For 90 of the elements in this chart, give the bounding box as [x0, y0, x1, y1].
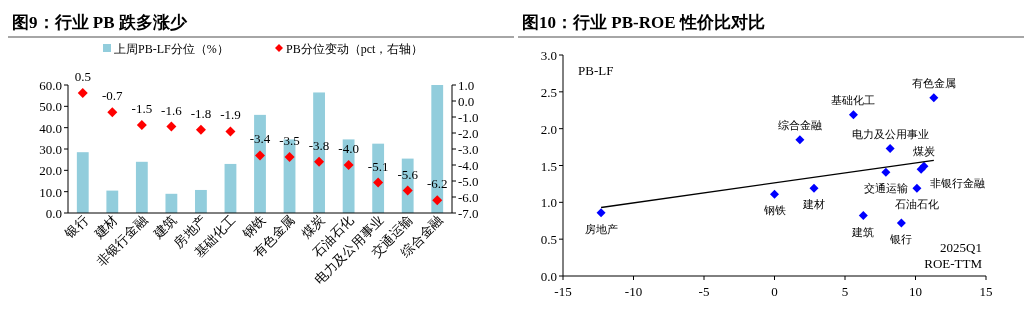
- x-tick-label: 0: [771, 284, 778, 299]
- y-tick-label: 60.0: [39, 78, 62, 93]
- y2-tick-label: -5.0: [458, 174, 479, 189]
- point: [881, 167, 891, 177]
- data-label: -1.8: [190, 105, 212, 121]
- y-tick-label: 0.0: [540, 269, 557, 284]
- point: [402, 185, 413, 196]
- y2-tick-label: -6.0: [458, 190, 479, 205]
- x-tick-label: -15: [554, 284, 572, 299]
- annotation: 煤炭: [912, 145, 935, 158]
- data-label: -3.4: [249, 131, 271, 147]
- x-tick-label: -10: [624, 284, 643, 299]
- point: [284, 152, 295, 162]
- data-label: -4.0: [338, 141, 359, 156]
- chart-title: 图10：行业 PB-ROE 性价比对比: [522, 13, 765, 32]
- y-axis-title: PB-LF: [578, 63, 614, 78]
- point: [770, 189, 779, 199]
- bar: [135, 161, 148, 213]
- data-label: -3.8: [308, 137, 330, 153]
- annotation: 建材: [801, 198, 825, 211]
- legend-label: PB分位变动（pct，右轴）: [286, 42, 424, 56]
- annotation: 综合金融: [777, 118, 822, 131]
- y2-tick-label: -3.0: [458, 142, 479, 157]
- y2-tick-label: -4.0: [458, 158, 479, 173]
- point: [795, 135, 805, 145]
- point: [77, 88, 88, 98]
- point: [858, 211, 868, 221]
- data-label: 0.5: [74, 69, 91, 84]
- point: [912, 183, 922, 193]
- annotation: 电力及公用事业: [851, 127, 929, 140]
- annotation: 钢铁: [762, 204, 786, 217]
- data-label: -1.5: [131, 101, 153, 116]
- point: [255, 150, 265, 161]
- data-label: -1.6: [161, 102, 183, 118]
- point: [166, 121, 177, 132]
- y-tick-label: 0.5: [540, 232, 557, 248]
- point: [107, 107, 118, 118]
- y-tick-label: 2.0: [540, 121, 557, 137]
- annotation: 石油石化: [894, 198, 939, 211]
- x-tick-label: 10: [909, 284, 922, 299]
- bar: [195, 189, 207, 213]
- y-tick-label: 30.0: [39, 142, 62, 157]
- point: [848, 110, 858, 120]
- y-tick-label: 0.0: [45, 206, 62, 221]
- point: [225, 126, 236, 137]
- data-label: -1.9: [220, 107, 241, 123]
- x-tick-label: 银行: [61, 212, 91, 243]
- point: [432, 195, 443, 206]
- chart-title: 图9：行业 PB 跌多涨少: [12, 13, 188, 32]
- y-tick-label: 1.5: [540, 158, 557, 174]
- data-label: -0.7: [102, 88, 124, 104]
- point: [885, 144, 895, 154]
- y-tick-label: 2.5: [540, 84, 557, 100]
- x-axis-title: 2025Q1 ROE-TTM: [924, 240, 983, 271]
- y-tick-label: 50.0: [39, 99, 62, 115]
- legend-label: 上周PB-LF分位（%）: [114, 42, 229, 56]
- y2-tick-label: -7.0: [458, 206, 479, 221]
- y-tick-label: 10.0: [39, 184, 62, 200]
- point: [596, 208, 606, 218]
- point: [314, 156, 325, 167]
- annotation: 有色金属: [911, 76, 956, 89]
- x-tick-label: 15: [979, 284, 993, 299]
- y-tick-label: 3.0: [540, 48, 557, 63]
- y2-tick-label: 0.0: [458, 94, 475, 109]
- bar: [165, 193, 178, 213]
- point: [809, 183, 819, 193]
- y2-tick-label: 1.0: [458, 78, 475, 93]
- data-label: -6.2: [426, 176, 448, 192]
- y2-tick-label: -2.0: [458, 126, 479, 141]
- annotation: 非银行金融: [930, 177, 986, 190]
- point: [195, 124, 206, 135]
- point: [929, 93, 939, 103]
- bar: [106, 190, 119, 213]
- annotation: 基础化工: [831, 93, 876, 106]
- point: [136, 120, 147, 130]
- y-tick-label: 1.0: [540, 195, 557, 211]
- point: [373, 177, 384, 188]
- data-label: -3.5: [279, 133, 300, 148]
- point: [343, 160, 354, 170]
- annotation: 交通运输: [863, 182, 908, 195]
- y-tick-label: 40.0: [39, 120, 62, 136]
- data-label: -5.6: [397, 166, 419, 182]
- x-tick-label: 5: [841, 284, 849, 299]
- x-tick-label: -5: [698, 284, 710, 299]
- point: [896, 218, 906, 228]
- y2-tick-label: -1.0: [458, 110, 479, 125]
- bar: [224, 163, 237, 213]
- y-tick-label: 20.0: [39, 163, 62, 179]
- data-label: -5.1: [367, 158, 389, 174]
- bar: [76, 152, 89, 213]
